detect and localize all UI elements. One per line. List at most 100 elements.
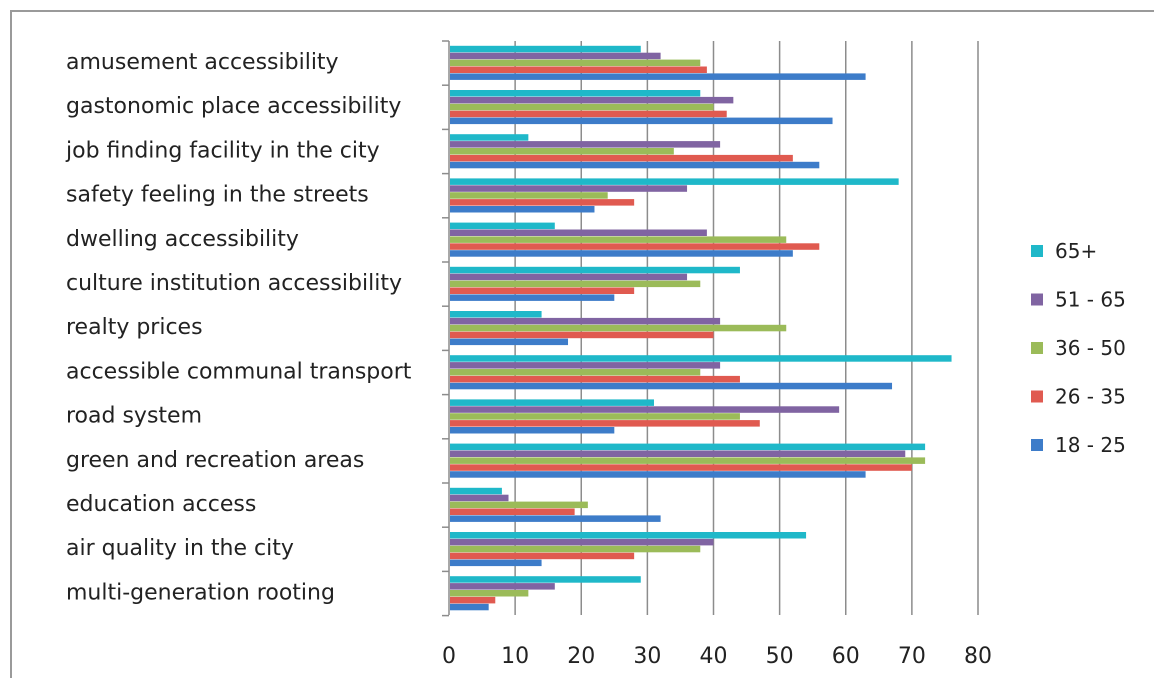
category-label: air quality in the city: [66, 536, 294, 561]
bar-5165-2: [450, 141, 721, 148]
category-label: gastonomic place accessibility: [66, 94, 401, 119]
bar-65-11: [450, 532, 807, 539]
bar-1825-9: [450, 471, 866, 478]
category-label: culture institution accessibility: [66, 271, 402, 296]
x-tick-label-40: 40: [700, 644, 728, 669]
bar-3650-5: [450, 280, 701, 288]
bar-3650-9: [450, 457, 926, 464]
bar-1825-2: [450, 161, 820, 169]
x-tick-label-20: 20: [567, 644, 595, 669]
bar-65-9: [450, 443, 926, 451]
bar-2635-1: [450, 110, 727, 118]
bar-2635-11: [450, 552, 635, 560]
bar-3650-2: [450, 148, 674, 155]
bar-layer: [450, 45, 952, 611]
bar-1825-6: [450, 338, 569, 346]
bar-5165-7: [450, 362, 721, 369]
bar-2635-3: [450, 199, 635, 206]
bar-2635-10: [450, 508, 575, 515]
legend: 65+ 51 - 65 36 - 50 26 - 35 18 - 25: [1031, 239, 1126, 457]
bar-1825-4: [450, 250, 793, 257]
bar-5165-4: [450, 229, 707, 236]
bar-3650-0: [450, 59, 701, 67]
x-tick-label-60: 60: [832, 644, 860, 669]
legend-label: 26 - 35: [1055, 385, 1126, 409]
x-tick-label-70: 70: [898, 644, 926, 669]
category-labels: amusement accessibility gastonomic place …: [65, 50, 412, 605]
bar-5165-5: [450, 273, 688, 281]
bar-65-5: [450, 266, 740, 274]
bar-1825-11: [450, 559, 542, 567]
category-label: realty prices: [66, 315, 203, 340]
bar-65-2: [450, 134, 529, 141]
bar-5165-12: [450, 583, 555, 590]
bar-5165-0: [450, 52, 661, 60]
bar-2635-4: [450, 243, 820, 250]
category-label: education access: [66, 492, 256, 517]
x-tick-label-80: 80: [964, 644, 992, 669]
category-label: job finding facility in the city: [65, 138, 380, 163]
bar-1825-5: [450, 294, 615, 301]
bar-2635-0: [450, 66, 707, 73]
legend-swatch: [1031, 293, 1043, 306]
chart-frame: [10, 10, 1154, 678]
bar-5165-3: [450, 185, 688, 192]
x-tick-label-10: 10: [501, 644, 529, 669]
bar-65-4: [450, 222, 555, 230]
bar-65-3: [450, 178, 899, 185]
category-label: amusement accessibility: [66, 50, 339, 75]
legend-label: 18 - 25: [1055, 433, 1126, 457]
x-tick-label-0: 0: [442, 644, 456, 669]
bar-1825-1: [450, 117, 833, 125]
bar-2635-12: [450, 596, 496, 604]
bar-2635-9: [450, 464, 912, 471]
legend-label: 51 - 65: [1055, 288, 1126, 312]
category-label: dwelling accessibility: [66, 227, 299, 252]
bar-1825-12: [450, 603, 489, 611]
bar-5165-6: [450, 317, 721, 325]
bar-3650-10: [450, 501, 588, 509]
bar-3650-7: [450, 369, 701, 376]
bar-1825-8: [450, 427, 615, 434]
bar-5165-1: [450, 96, 734, 104]
bar-2635-5: [450, 287, 635, 294]
bar-2635-2: [450, 154, 793, 162]
legend-swatch: [1031, 245, 1043, 257]
x-tick-label-50: 50: [766, 644, 794, 669]
bar-3650-12: [450, 590, 529, 597]
category-label: road system: [66, 404, 202, 429]
bar-1825-10: [450, 515, 661, 522]
legend-swatch: [1031, 439, 1043, 451]
bar-1825-0: [450, 73, 866, 80]
bar-3650-3: [450, 192, 608, 199]
bar-5165-10: [450, 494, 509, 502]
bar-5165-9: [450, 450, 906, 457]
bar-65-1: [450, 90, 701, 97]
bar-65-12: [450, 576, 641, 583]
bar-3650-6: [450, 324, 787, 332]
x-tick-labels: 0 10 20 30 40 50 60 70 80: [442, 644, 992, 669]
category-label: multi-generation rooting: [66, 580, 335, 605]
category-label: safety feeling in the streets: [66, 183, 369, 208]
axis-layer: [442, 40, 450, 617]
bar-2635-6: [450, 331, 714, 339]
bar-2635-7: [450, 375, 740, 383]
bar-3650-8: [450, 413, 740, 420]
bar-2635-8: [450, 420, 760, 427]
bar-65-8: [450, 399, 654, 406]
bar-65-0: [450, 45, 641, 53]
bar-3650-11: [450, 545, 701, 553]
bar-65-7: [450, 355, 952, 362]
legend-label: 36 - 50: [1055, 336, 1126, 360]
bar-1825-7: [450, 382, 893, 390]
category-label: accessible communal transport: [66, 359, 412, 384]
bar-3650-4: [450, 236, 787, 243]
legend-swatch: [1031, 390, 1043, 403]
bar-65-6: [450, 311, 542, 318]
legend-swatch: [1031, 342, 1043, 354]
bar-65-10: [450, 487, 502, 495]
category-label: green and recreation areas: [66, 448, 364, 473]
bar-1825-3: [450, 206, 595, 213]
bar-5165-11: [450, 538, 714, 546]
